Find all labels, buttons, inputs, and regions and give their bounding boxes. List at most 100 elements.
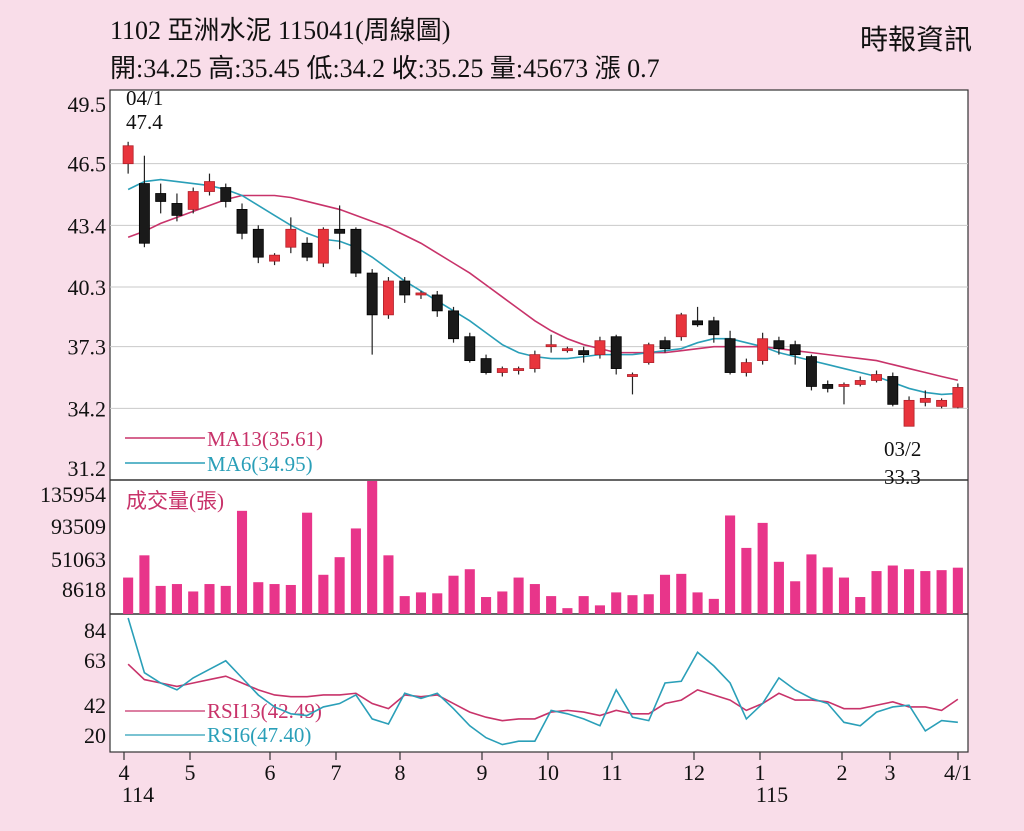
volume-bar bbox=[464, 569, 475, 614]
plot-area bbox=[109, 89, 969, 753]
volume-bar bbox=[578, 596, 589, 614]
candle-body bbox=[334, 228, 346, 234]
rsi6-line bbox=[127, 617, 958, 746]
volume-bar bbox=[432, 593, 443, 614]
candle bbox=[903, 396, 915, 427]
volume-bar bbox=[448, 575, 459, 614]
candle bbox=[610, 334, 622, 375]
candle-body bbox=[871, 374, 882, 381]
volume-bar bbox=[188, 591, 199, 614]
volume-bar bbox=[904, 569, 915, 614]
candle-body bbox=[399, 280, 411, 296]
candle bbox=[594, 336, 606, 359]
volume-bar bbox=[936, 570, 947, 614]
candle-body bbox=[610, 336, 622, 369]
price-tick-label: 31.2 bbox=[68, 456, 107, 481]
candle-body bbox=[822, 384, 834, 389]
candle-body bbox=[187, 191, 199, 210]
candle-body bbox=[708, 320, 720, 336]
candle-body bbox=[448, 310, 459, 340]
candle bbox=[578, 346, 590, 363]
candle-body bbox=[496, 368, 508, 373]
volume-bar bbox=[562, 608, 573, 614]
rsi-tick-label: 84 bbox=[84, 618, 106, 643]
volume-bar bbox=[367, 481, 378, 614]
candle-body bbox=[480, 358, 492, 373]
volume-bar bbox=[627, 595, 638, 614]
volume-bar bbox=[350, 528, 361, 614]
rsi-tick-label: 20 bbox=[84, 723, 106, 748]
volume-bar bbox=[285, 584, 296, 614]
candle bbox=[334, 205, 346, 250]
candle-body bbox=[789, 344, 801, 356]
candle bbox=[236, 203, 248, 240]
x-tick-label: 1 bbox=[755, 760, 766, 785]
candle-body bbox=[171, 203, 183, 216]
candle-body bbox=[545, 344, 557, 348]
volume-tick-label: 135954 bbox=[40, 482, 106, 507]
candle bbox=[138, 155, 150, 248]
candle bbox=[692, 306, 704, 327]
candle-body bbox=[350, 228, 362, 274]
rsi-tick-label: 42 bbox=[84, 693, 106, 718]
rsi-tick-label: 63 bbox=[84, 648, 106, 673]
candle bbox=[285, 217, 297, 254]
high-annotation-value: 47.4 bbox=[126, 110, 163, 134]
candle bbox=[155, 183, 167, 214]
volume-bar bbox=[692, 592, 703, 614]
volume-bar bbox=[952, 567, 963, 614]
candle bbox=[773, 336, 785, 355]
candle bbox=[399, 277, 411, 303]
candle-body bbox=[643, 344, 655, 363]
x-tick-label: 8 bbox=[395, 760, 406, 785]
volume-tick-label: 8618 bbox=[62, 577, 106, 602]
candle bbox=[171, 193, 183, 222]
candle-body bbox=[285, 228, 297, 248]
candle-body bbox=[578, 350, 590, 356]
candle bbox=[187, 187, 199, 214]
candle bbox=[317, 227, 329, 268]
candle-body bbox=[415, 292, 427, 296]
candle-body bbox=[204, 181, 215, 192]
candle-body bbox=[838, 384, 850, 387]
volume-bar bbox=[822, 567, 833, 614]
candle bbox=[740, 358, 752, 377]
candle-body bbox=[529, 354, 541, 369]
volume-bar bbox=[529, 584, 540, 614]
candle bbox=[496, 366, 508, 377]
candle-body bbox=[252, 228, 264, 258]
candle-body bbox=[464, 336, 476, 361]
rsi6-legend: RSI6(47.40) bbox=[207, 723, 311, 747]
candle bbox=[464, 332, 476, 363]
candle-body bbox=[936, 399, 948, 407]
candle-body bbox=[594, 340, 606, 356]
volume-bar bbox=[497, 591, 508, 614]
candle bbox=[545, 334, 557, 353]
candle-body bbox=[805, 356, 817, 387]
volume-bar bbox=[757, 522, 768, 614]
candle bbox=[838, 382, 850, 405]
candle bbox=[301, 237, 313, 262]
candle-body bbox=[952, 387, 964, 408]
volume-bar bbox=[139, 555, 150, 614]
volume-bar bbox=[594, 605, 605, 614]
candle-body bbox=[903, 399, 915, 427]
candle bbox=[936, 398, 948, 409]
candle bbox=[480, 354, 492, 375]
volume-tick-label: 51063 bbox=[51, 547, 106, 572]
candle bbox=[724, 330, 736, 375]
volume-bar bbox=[481, 597, 492, 614]
candle-body bbox=[773, 340, 785, 350]
price-summary: 開:34.25 高:35.45 低:34.2 收:35.25 量:45673 漲… bbox=[110, 54, 660, 83]
candle bbox=[919, 390, 931, 407]
volume-bar bbox=[155, 585, 166, 614]
volume-bar bbox=[643, 594, 654, 614]
price-tick-label: 46.5 bbox=[68, 152, 107, 177]
volume-bar bbox=[920, 571, 931, 614]
candle bbox=[220, 183, 232, 208]
volume-label: 成交量(張) bbox=[126, 489, 224, 513]
rsi13-legend: RSI13(42.49) bbox=[207, 699, 322, 723]
volume-bar bbox=[676, 573, 687, 614]
candle bbox=[871, 370, 882, 383]
